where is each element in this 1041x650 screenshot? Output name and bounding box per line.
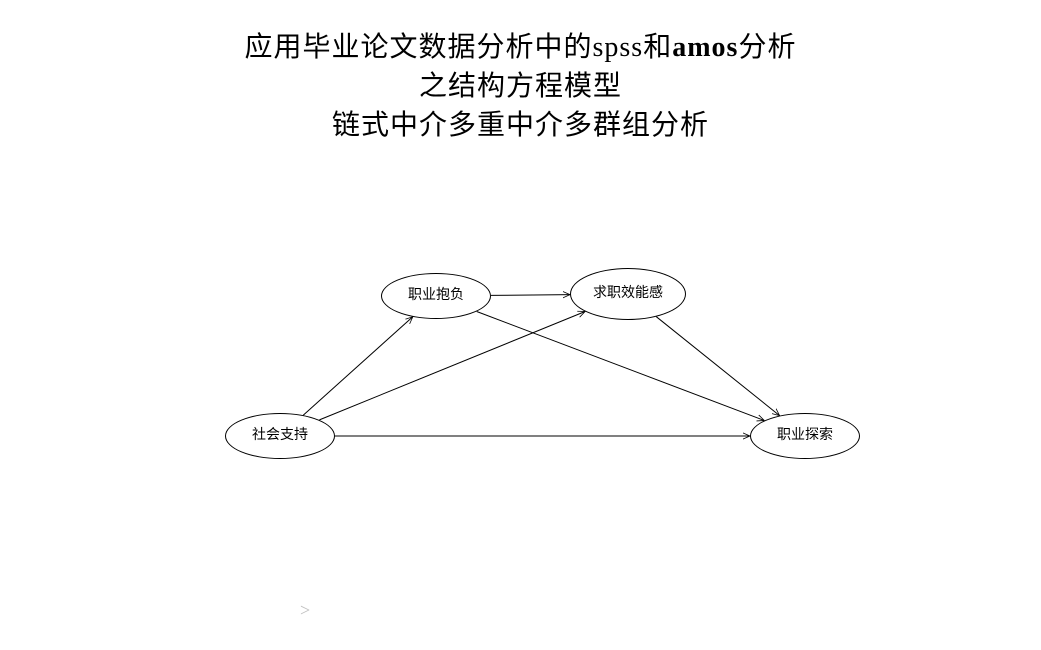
edge-job_efficacy-to-career_explore <box>656 317 779 416</box>
edge-career_ambition-to-job_efficacy <box>491 295 570 296</box>
node-job_efficacy: 求职效能感 <box>570 268 686 320</box>
title-line-2: 之结构方程模型 <box>0 67 1041 106</box>
title-line-1: 应用毕业论文数据分析中的spss和amos分析 <box>0 28 1041 67</box>
edge-social_support-to-career_ambition <box>303 317 413 415</box>
node-career_ambition: 职业抱负 <box>381 273 491 319</box>
title-text: 分析 <box>738 32 796 63</box>
caret-icon: > <box>300 600 310 621</box>
title-text: 应用毕业论文数据分析中的 <box>245 32 593 63</box>
title-amos: amos <box>672 32 738 63</box>
title-line-3: 链式中介多重中介多群组分析 <box>0 106 1041 145</box>
node-social_support: 社会支持 <box>225 413 335 459</box>
title-text: 和 <box>643 32 672 63</box>
edge-career_ambition-to-career_explore <box>477 312 765 421</box>
node-career_explore: 职业探索 <box>750 413 860 459</box>
edge-social_support-to-job_efficacy <box>319 312 585 420</box>
title-spss: spss <box>593 32 644 63</box>
page-title: 应用毕业论文数据分析中的spss和amos分析 之结构方程模型 链式中介多重中介… <box>0 28 1041 146</box>
